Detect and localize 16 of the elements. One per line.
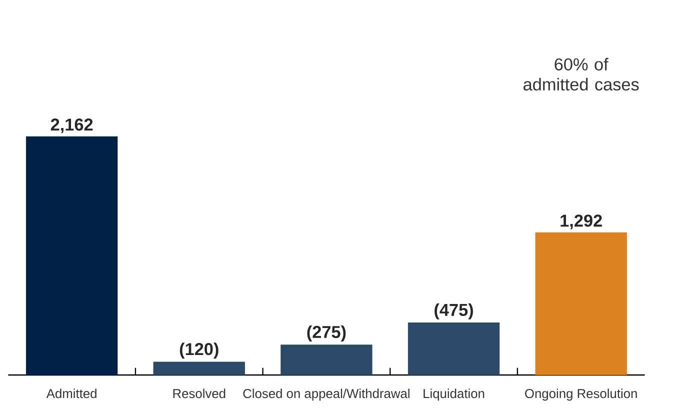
bar [26, 136, 118, 376]
x-tick-label: Admitted [46, 388, 96, 398]
bar [408, 322, 500, 376]
x-tick-label: Liquidation [424, 388, 484, 401]
data-label: (120) [180, 342, 218, 359]
bar [153, 362, 245, 376]
x-tick-label: Ongoing Resolution [525, 388, 637, 401]
x-tick-label: Resolved [173, 388, 226, 398]
data-label: 1,292 [560, 214, 602, 230]
bar [535, 232, 627, 376]
x-tick-label: Closed on appeal/Withdrawal [243, 388, 410, 401]
data-label: 2,162 [50, 118, 93, 134]
bar [280, 344, 372, 376]
text: 60% of admitted cases [524, 58, 639, 91]
data-label: (275) [307, 326, 346, 342]
data-label: (475) [434, 304, 473, 320]
